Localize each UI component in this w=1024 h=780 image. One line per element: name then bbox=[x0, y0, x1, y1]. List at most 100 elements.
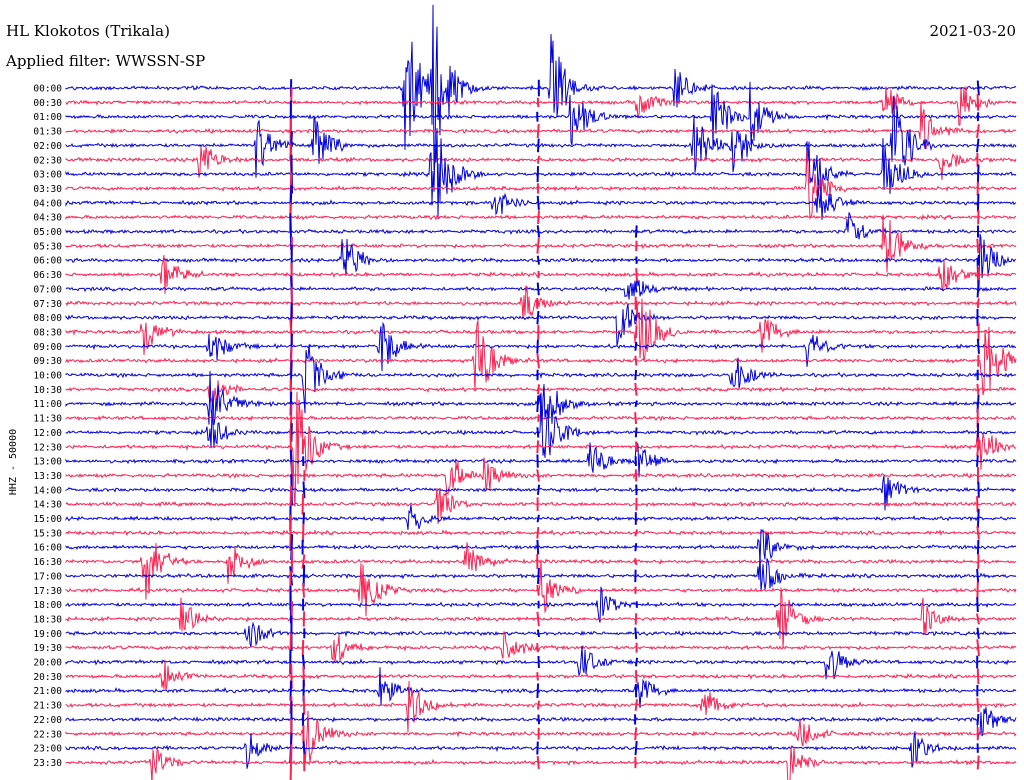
trace-line-0200 bbox=[65, 95, 1017, 178]
spike-mark bbox=[536, 629, 540, 638]
tick-label-0500: 05:00 bbox=[33, 227, 62, 238]
spike-mark bbox=[976, 94, 980, 111]
spike-mark bbox=[634, 325, 638, 339]
tick-label-1130: 11:30 bbox=[33, 414, 62, 425]
tick-label-2230: 22:30 bbox=[33, 729, 62, 740]
trace-line-1530 bbox=[65, 529, 1016, 537]
trace-line-2000 bbox=[65, 645, 1017, 680]
trace-line-0930 bbox=[65, 320, 1017, 396]
trace-line-1430 bbox=[65, 487, 1017, 525]
trace-line-1500 bbox=[65, 504, 1016, 530]
spike-mark bbox=[976, 124, 980, 139]
spike-mark bbox=[976, 639, 980, 657]
spike-mark bbox=[635, 657, 638, 667]
tick-label-1730: 17:30 bbox=[33, 586, 62, 597]
trace-line-0330 bbox=[65, 150, 1017, 220]
spike-mark bbox=[536, 672, 539, 681]
tick-label-1330: 13:30 bbox=[33, 471, 62, 482]
spike-mark bbox=[536, 395, 540, 413]
spike-mark bbox=[976, 525, 980, 540]
tick-label-0930: 09:30 bbox=[33, 356, 62, 367]
trace-line-1000 bbox=[65, 344, 1017, 414]
tick-label-1830: 18:30 bbox=[33, 614, 62, 625]
spike-mark bbox=[634, 741, 638, 756]
trace-line-0430 bbox=[65, 213, 1017, 221]
trace-line-0800 bbox=[65, 303, 1017, 346]
tick-label-0430: 04:30 bbox=[33, 213, 62, 224]
trace-line-1330 bbox=[65, 457, 1017, 495]
trace-line-1930 bbox=[65, 631, 1017, 663]
spike-mark bbox=[634, 529, 638, 537]
spike-mark bbox=[634, 412, 637, 424]
trace-line-0400 bbox=[65, 186, 1017, 220]
tick-label-1200: 12:00 bbox=[33, 428, 62, 439]
spike-mark bbox=[536, 238, 540, 254]
tick-label-1800: 18:00 bbox=[33, 600, 62, 611]
spike-mark bbox=[635, 441, 638, 453]
trace-line-1400 bbox=[65, 475, 1017, 511]
trace-line-2330 bbox=[65, 746, 1017, 780]
trace-line-0000 bbox=[65, 4, 1017, 171]
spike-mark bbox=[536, 97, 540, 108]
tick-label-1100: 11:00 bbox=[33, 399, 62, 410]
spike-mark bbox=[536, 427, 540, 438]
spike-mark bbox=[289, 744, 293, 780]
tick-label-0530: 05:30 bbox=[33, 241, 62, 252]
tick-label-1430: 14:30 bbox=[33, 500, 62, 511]
spike-mark bbox=[634, 225, 638, 238]
spike-mark bbox=[976, 383, 980, 395]
tick-label-2000: 20:00 bbox=[33, 658, 62, 669]
trace-line-0630 bbox=[65, 255, 1017, 294]
trace-line-0600 bbox=[65, 233, 1017, 293]
tick-label-0030: 00:30 bbox=[33, 98, 62, 109]
spike-mark bbox=[301, 639, 305, 656]
spike-mark bbox=[976, 508, 980, 529]
trace-line-0530 bbox=[65, 216, 1017, 273]
tick-label-0700: 07:00 bbox=[33, 284, 62, 295]
trace-line-0730 bbox=[65, 285, 1017, 320]
spike-mark bbox=[301, 493, 305, 515]
tick-label-0830: 08:30 bbox=[33, 327, 62, 338]
spike-mark bbox=[976, 238, 980, 254]
spike-mark bbox=[536, 339, 539, 354]
spike-mark bbox=[634, 382, 638, 396]
trace-line-1030 bbox=[65, 380, 1017, 406]
spike-mark bbox=[976, 627, 980, 639]
spike-mark bbox=[976, 193, 980, 212]
tick-label-0300: 03:00 bbox=[33, 170, 62, 181]
spike-mark bbox=[976, 597, 979, 613]
tick-label-2330: 23:30 bbox=[33, 758, 62, 769]
trace-line-1730 bbox=[65, 559, 1017, 617]
spike-mark bbox=[634, 558, 638, 566]
spike-mark bbox=[976, 713, 980, 725]
trace-line-1300 bbox=[65, 442, 1017, 478]
tick-label-0600: 06:00 bbox=[33, 256, 62, 267]
spike-layer bbox=[289, 79, 980, 780]
tick-label-1900: 19:00 bbox=[33, 629, 62, 640]
tick-label-1230: 12:30 bbox=[33, 442, 62, 453]
spike-mark bbox=[536, 282, 540, 296]
spike-mark bbox=[976, 496, 979, 513]
station-title: HL Klokotos (Trikala) bbox=[6, 22, 170, 40]
spike-mark bbox=[634, 341, 638, 351]
spike-mark bbox=[634, 613, 638, 625]
spike-mark bbox=[976, 539, 980, 555]
tick-label-0130: 01:30 bbox=[33, 127, 62, 138]
spike-mark bbox=[537, 384, 540, 395]
trace-line-0900 bbox=[65, 321, 1016, 372]
spike-mark bbox=[301, 554, 306, 569]
tick-label-0230: 02:30 bbox=[33, 155, 62, 166]
spike-mark bbox=[536, 683, 540, 698]
tick-label-1030: 10:30 bbox=[33, 385, 62, 396]
spike-mark bbox=[976, 80, 980, 96]
trace-line-1900 bbox=[65, 621, 1016, 648]
tick-label-0630: 06:30 bbox=[33, 270, 62, 281]
spike-mark bbox=[976, 755, 980, 770]
spike-mark bbox=[634, 400, 638, 408]
spike-mark bbox=[536, 611, 540, 627]
spike-mark bbox=[302, 512, 305, 525]
spike-mark bbox=[537, 714, 540, 725]
spike-mark bbox=[537, 210, 540, 224]
spike-mark bbox=[634, 314, 638, 321]
